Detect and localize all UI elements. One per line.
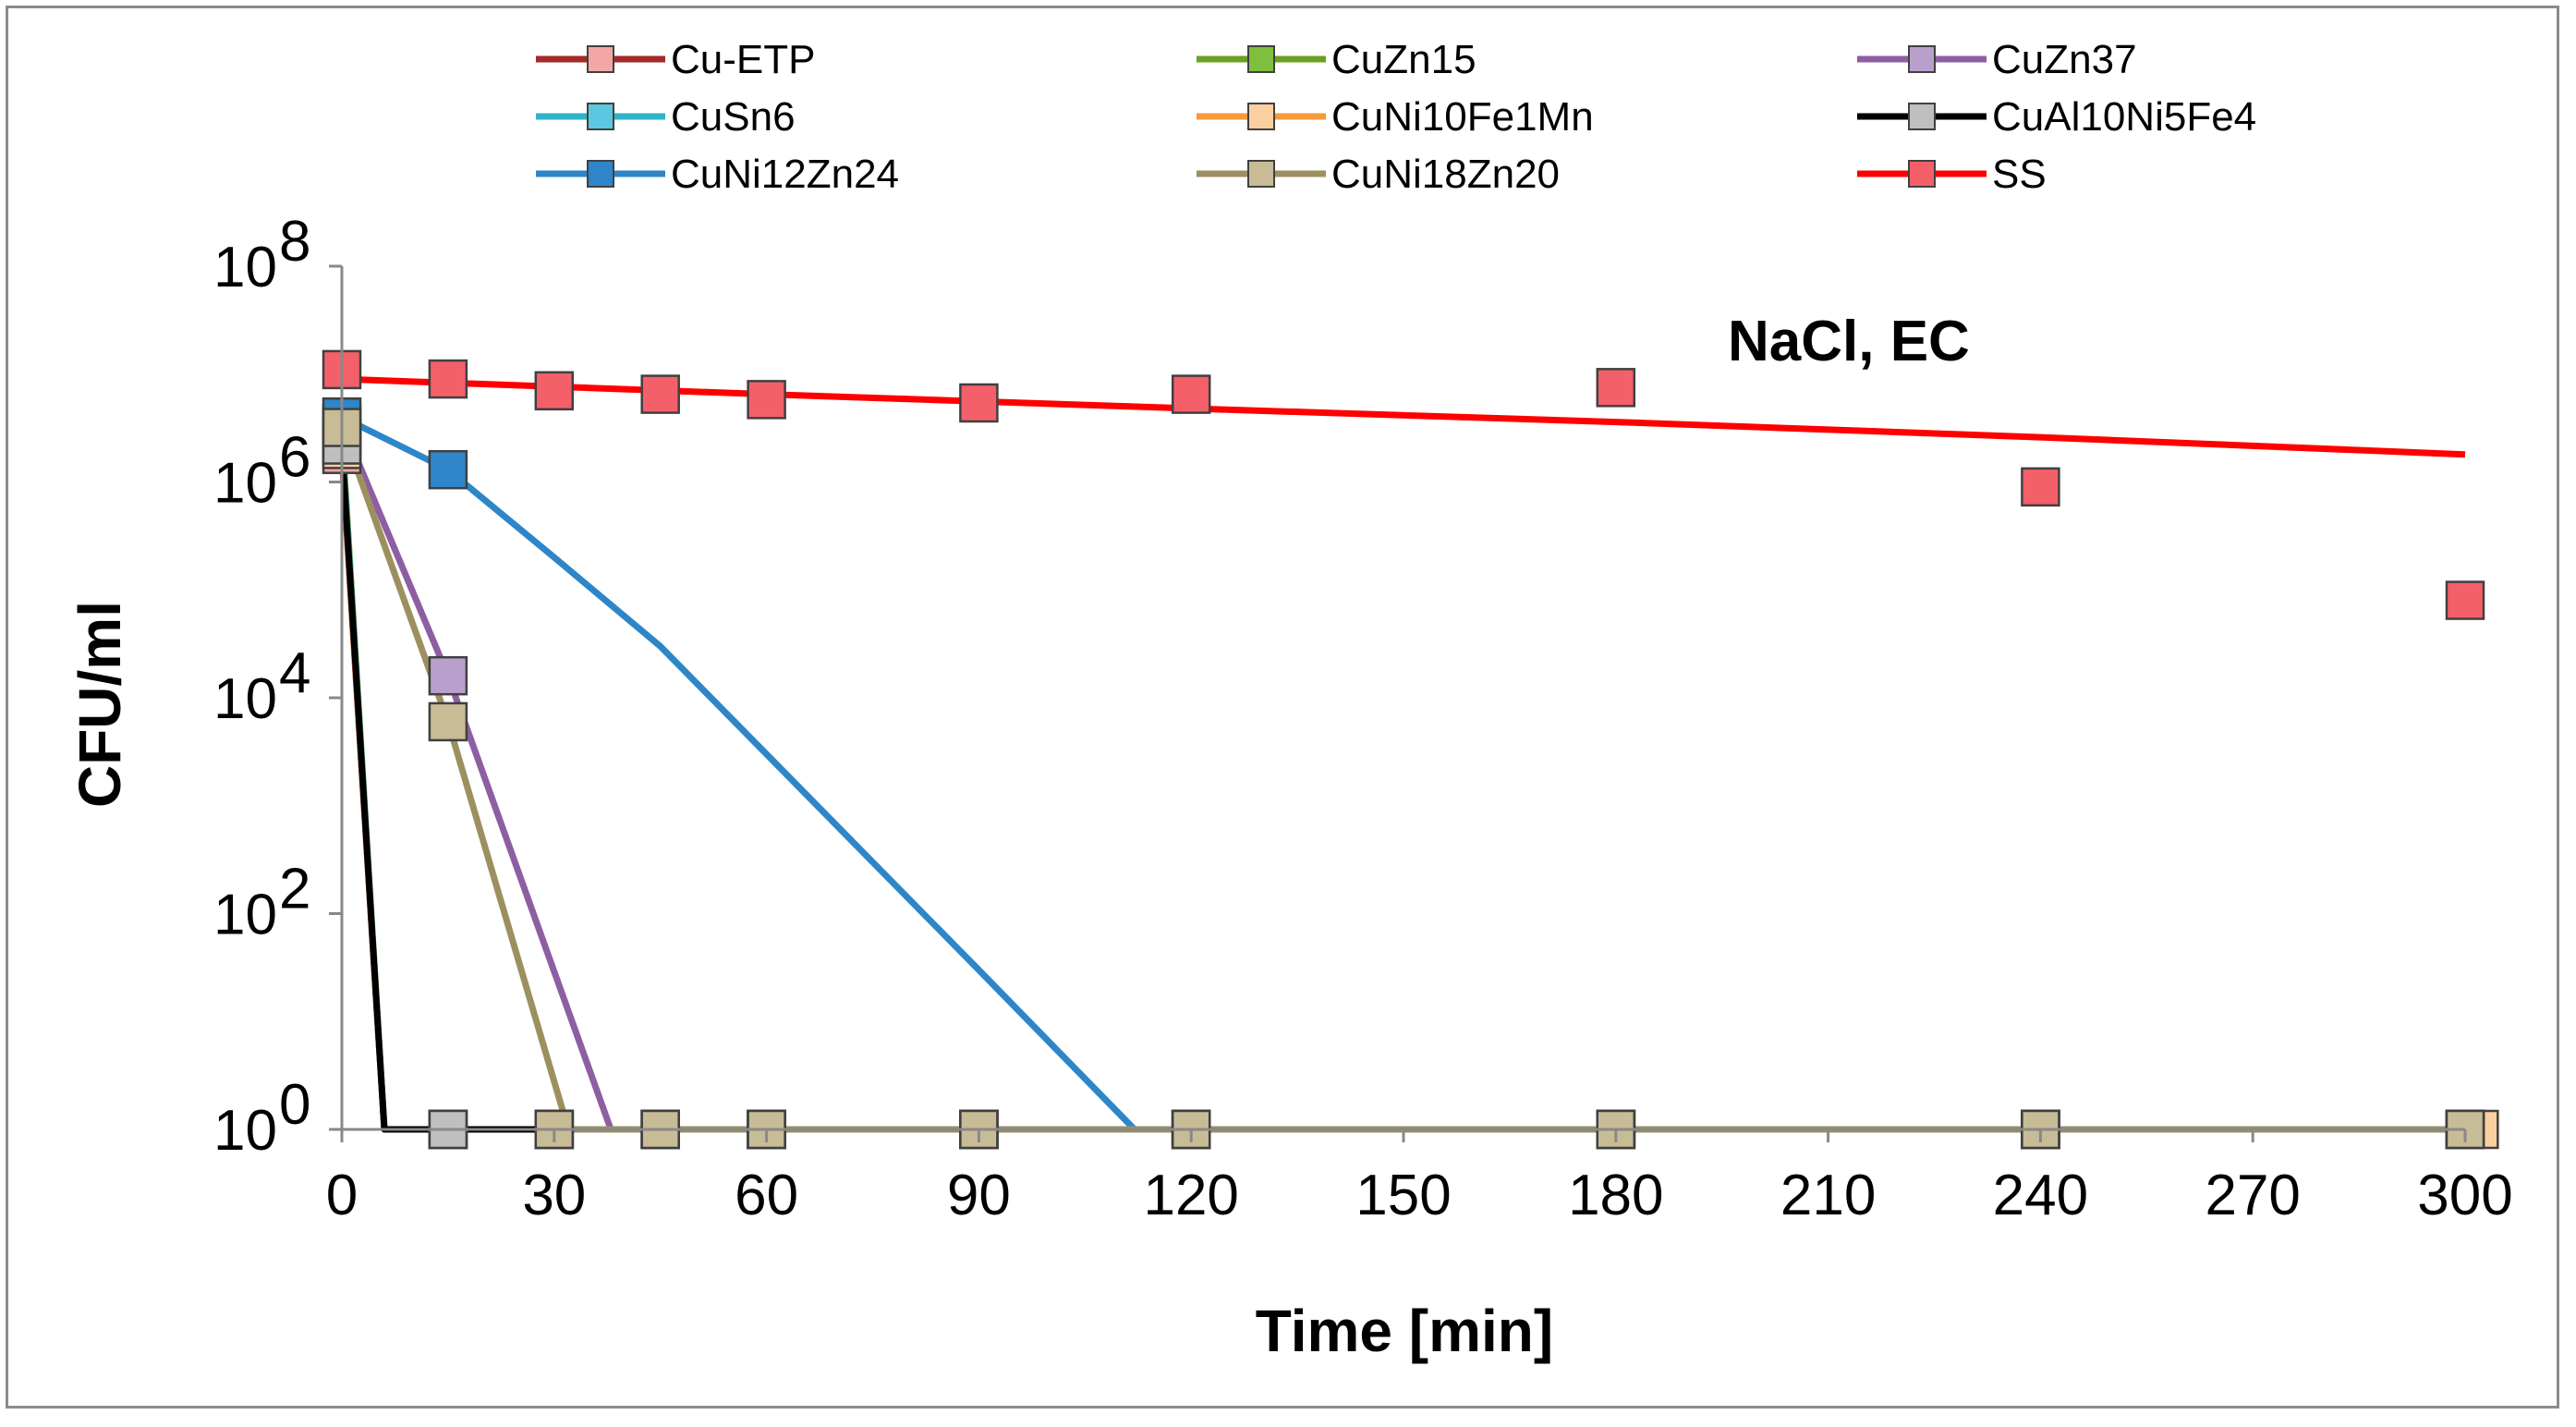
trend-line-ss [341,375,2466,458]
legend-marker-cuzn15 [1247,45,1275,73]
legend-label-cusn6: CuSn6 [671,94,796,140]
x-axis-title: Time [min] [1256,1298,1553,1364]
trend-line-cuni10fe1mn [338,449,2480,1133]
x-tick-label: 300 [2417,1164,2512,1227]
x-tick-label: 210 [1780,1164,1876,1227]
data-point-ss [640,374,680,414]
legend-marker-cuni18zn20 [1247,160,1275,188]
data-point-ss [2021,467,2060,507]
y-tick-exponent: 6 [279,426,310,490]
y-tick-exponent: 4 [279,641,310,705]
data-point-ss [2445,580,2485,620]
chart-annotation: NaCl, EC [1728,310,1970,373]
y-tick-label: 10 [213,884,277,947]
data-point-ss [747,380,786,420]
y-tick-exponent: 2 [279,858,310,921]
legend-label-ss: SS [1992,152,2047,197]
x-tick-label: 240 [1993,1164,2088,1227]
x-tick-label: 120 [1143,1164,1238,1227]
y-tick-label: 10 [213,236,277,299]
legend-label-cuni12zn24: CuNi12Zn24 [671,152,899,197]
trend-line-cusn6 [338,438,2465,1133]
x-tick-label: 180 [1568,1164,1663,1227]
trend-line-cuzn37 [338,421,2465,1133]
legend-marker-cusn6 [587,103,614,130]
y-axis-title: CFU/ml [67,601,133,808]
y-tick-label: 10 [213,667,277,731]
legend-label-cuzn37: CuZn37 [1992,37,2137,82]
legend-marker-cuni10fe1mn [1247,103,1275,130]
data-point-ss [1171,374,1211,414]
data-point-ss [534,371,575,411]
legend-marker-cual10ni5fe4 [1908,103,1936,130]
x-tick-label: 30 [522,1164,586,1227]
legend-marker-cuzn37 [1908,45,1936,73]
legend-label-cuzn15: CuZn15 [1331,37,1476,82]
data-point-cuni12zn24 [428,449,468,490]
trend-line-cual10ni5fe4 [338,445,554,1133]
legend-marker-cuni12zn24 [587,160,614,188]
y-tick-label: 10 [213,1099,277,1163]
trend-line-cu-etp [338,454,2465,1133]
trend-lines [338,375,2480,1133]
data-point-ss [959,383,999,423]
x-tick-label: 60 [735,1164,798,1227]
y-tick-exponent: 0 [279,1073,310,1137]
x-tick-label: 270 [2205,1164,2300,1227]
trend-line-cuzn15 [338,430,2465,1133]
legend-marker-ss [1908,160,1936,188]
x-tick-label: 0 [326,1164,358,1227]
data-point-ss [428,359,468,399]
y-tick-exponent: 8 [279,210,310,274]
trend-line-cuni12zn24 [340,414,2465,1133]
legend-label-cual10ni5fe4: CuAl10Ni5Fe4 [1992,94,2256,140]
x-tick-label: 150 [1355,1164,1451,1227]
x-tick-label: 90 [947,1164,1011,1227]
data-point-cuzn37 [428,655,468,696]
legend-marker-cu-etp [587,45,614,73]
data-markers [322,349,2499,1150]
trend-line-cuni18zn20 [338,426,2465,1133]
data-point-cuni18zn20 [428,701,468,742]
legend-label-cu-etp: Cu-ETP [671,37,815,82]
legend-label-cuni10fe1mn: CuNi10Fe1Mn [1331,94,1594,140]
legend: Cu-ETP CuZn15 CuZn37 CuSn6 CuNi10Fe1Mn CuAl10… [536,37,2256,197]
y-tick-label: 10 [213,452,277,516]
data-point-ss [1596,368,1636,408]
legend-label-cuni18zn20: CuNi18Zn20 [1331,152,1560,197]
